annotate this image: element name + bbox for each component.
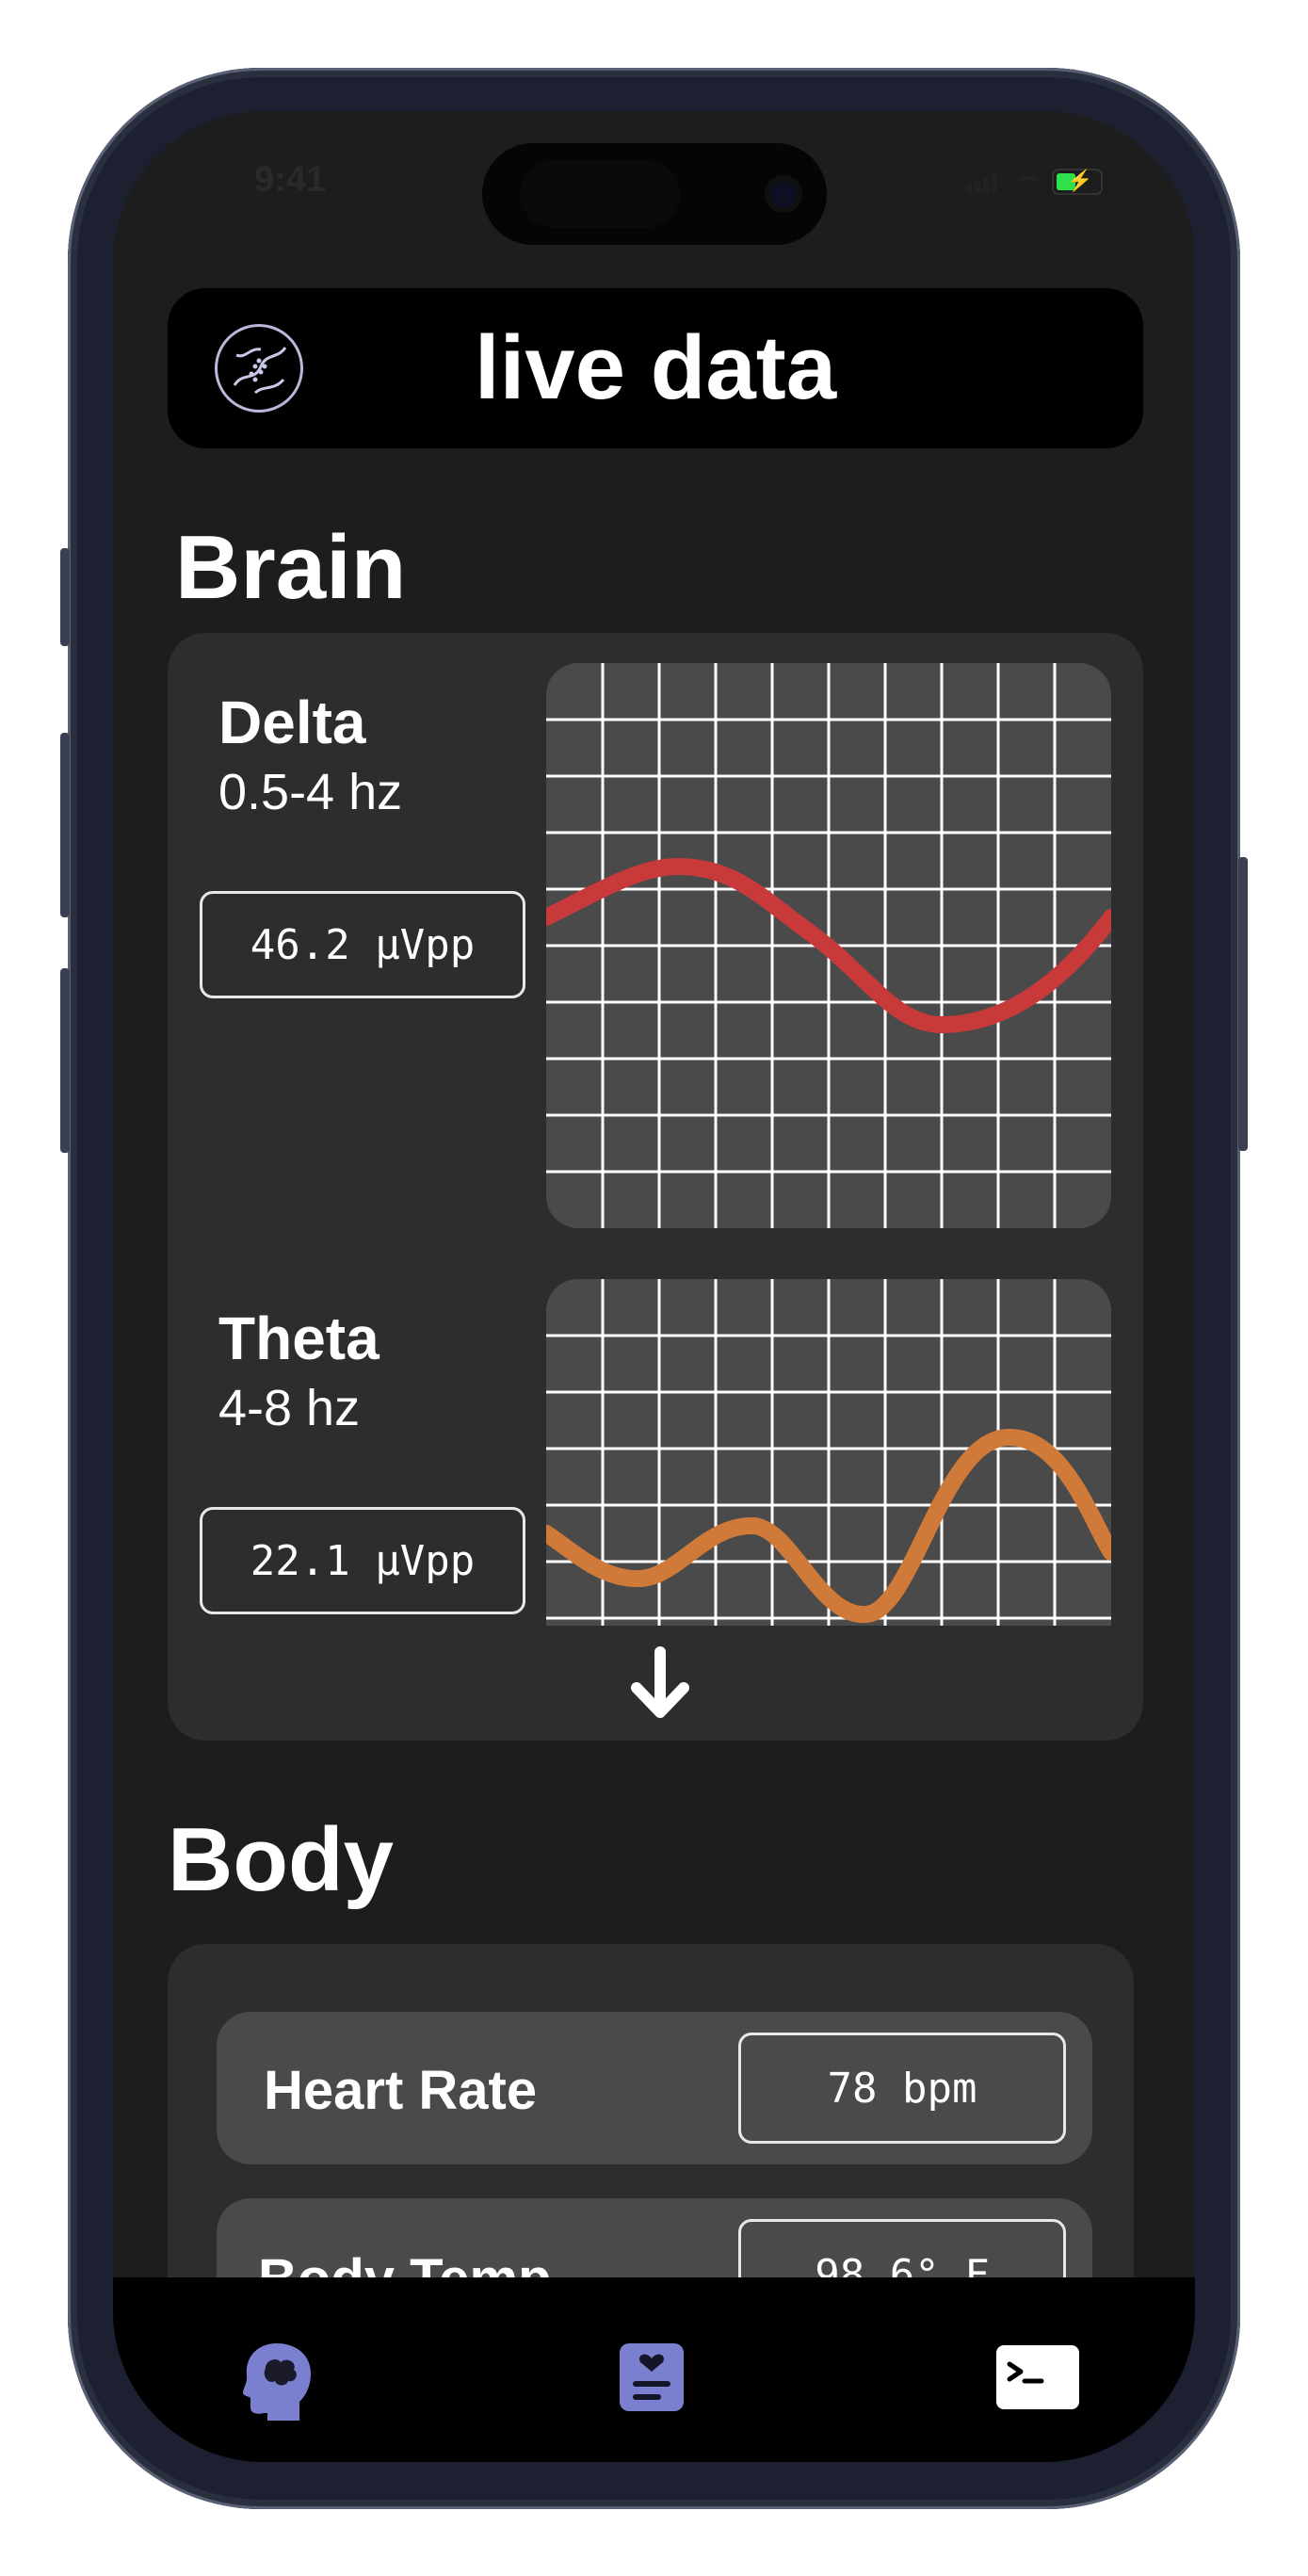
power-button	[1238, 857, 1248, 1151]
heart-rate-row[interactable]: Heart Rate 78 bpm	[217, 2012, 1092, 2164]
tab-health[interactable]	[620, 2343, 684, 2416]
brain-section-title: Brain	[175, 517, 407, 618]
dynamic-island	[482, 143, 827, 245]
delta-wave-chart	[546, 663, 1111, 1228]
brain-cell-logo-icon[interactable]	[215, 324, 303, 413]
tab-brain[interactable]	[239, 2340, 313, 2425]
page-title: live data	[474, 317, 837, 418]
heart-document-icon	[620, 2343, 684, 2411]
signal-icon	[966, 171, 997, 192]
camera-icon	[765, 175, 802, 213]
brain-head-icon	[243, 2343, 311, 2421]
screen: 9:41 ⚡ live data Brain Del	[113, 111, 1195, 2462]
body-section-title: Body	[168, 1809, 394, 1910]
volume-down-button	[60, 968, 70, 1153]
status-bar: 9:41 ⚡	[113, 111, 1195, 245]
delta-wave-line	[546, 857, 1111, 1034]
header-bar: live data	[168, 288, 1143, 448]
theta-value: 22.1 μVpp	[200, 1507, 525, 1614]
arrow-down-icon[interactable]	[627, 1646, 693, 1722]
island-sensor	[520, 160, 680, 228]
theta-name: Theta	[218, 1304, 379, 1372]
action-button	[60, 548, 70, 646]
brain-card: Delta 0.5-4 hz 46.2 μVpp Theta 4-8 hz 22…	[168, 633, 1143, 1741]
delta-range: 0.5-4 hz	[218, 764, 403, 820]
terminal-icon	[996, 2345, 1079, 2409]
tab-terminal[interactable]	[996, 2345, 1079, 2414]
tab-bar	[113, 2277, 1195, 2462]
status-icons: ⚡	[966, 168, 1103, 196]
theta-plot	[546, 1279, 1111, 1626]
delta-value: 46.2 μVpp	[200, 891, 525, 998]
battery-icon: ⚡	[1052, 169, 1103, 195]
delta-plot	[546, 663, 1111, 1228]
delta-name: Delta	[218, 689, 366, 756]
theta-wave-chart	[546, 1279, 1111, 1626]
theta-range: 4-8 hz	[218, 1380, 361, 1436]
status-time: 9:41	[254, 160, 327, 200]
heart-rate-value: 78 bpm	[738, 2033, 1066, 2144]
wifi-icon	[1010, 172, 1042, 191]
volume-up-button	[60, 733, 70, 917]
theta-wave-line	[546, 1428, 1111, 1623]
heart-rate-label: Heart Rate	[264, 2060, 538, 2121]
